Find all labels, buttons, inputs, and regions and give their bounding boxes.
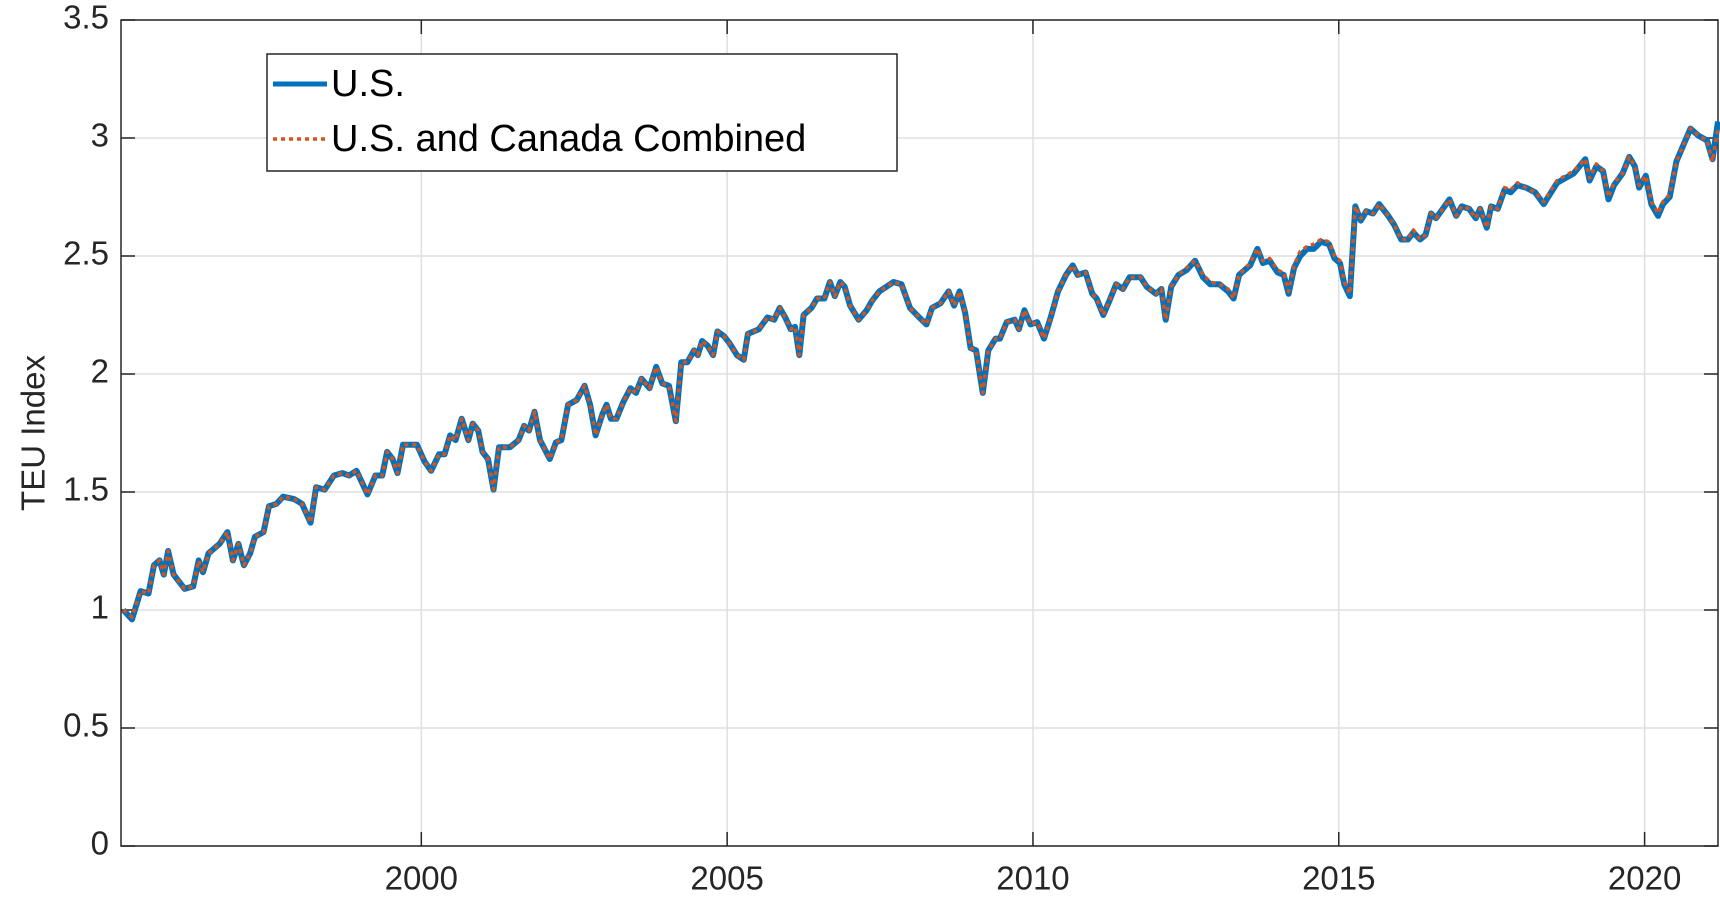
x-tick-label: 2005: [690, 860, 763, 897]
x-tick-label: 2000: [385, 860, 458, 897]
y-tick-label: 2: [91, 353, 109, 390]
legend: U.S. U.S. and Canada Combined: [266, 53, 898, 172]
legend-box: [266, 53, 898, 172]
x-tick-label: 2015: [1302, 860, 1375, 897]
y-tick-label: 3.5: [63, 0, 109, 36]
y-tick-label: 1.5: [63, 471, 109, 508]
y-axis-label: TEU Index: [15, 355, 52, 511]
x-tick-label: 2010: [996, 860, 1069, 897]
plot-frame: [120, 19, 1719, 847]
y-tick-label: 1: [91, 589, 109, 626]
y-tick-label: 0.5: [63, 707, 109, 744]
x-tick-label: 2020: [1608, 860, 1681, 897]
y-tick-label: 3: [91, 117, 109, 154]
y-tick-label: 2.5: [63, 235, 109, 272]
legend-label: U.S.: [331, 63, 405, 105]
y-tick-label: 0: [91, 825, 109, 862]
legend-label: U.S. and Canada Combined: [331, 118, 806, 160]
series-line: [122, 125, 1720, 619]
